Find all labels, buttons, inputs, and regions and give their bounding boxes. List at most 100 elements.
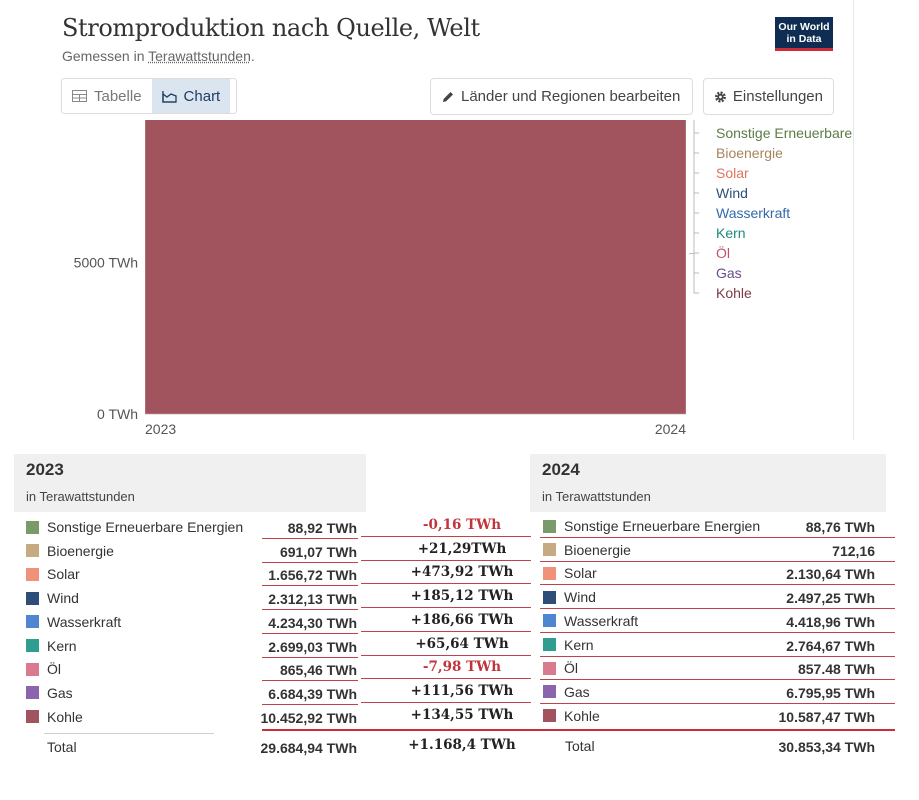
edit-regions-button[interactable]: Länder und Regionen bearbeiten (430, 78, 693, 115)
view-tabs: Tabelle Chart (61, 78, 237, 114)
row-2024: Sonstige Erneuerbare Energien (543, 515, 760, 537)
value-2024: 2.130,64 TWh (786, 566, 875, 583)
row-2024: Gas (543, 681, 590, 703)
color-swatch (543, 685, 556, 699)
legend-connector (693, 120, 699, 234)
legend-label: Sonstige Erneuerbare (716, 125, 852, 141)
source-label: Kohle (47, 708, 83, 725)
legend-connector (693, 120, 699, 154)
row-separator-2023 (262, 609, 358, 611)
logo-line1: Our World (778, 21, 830, 33)
row-separator-2024 (540, 679, 895, 681)
chart-icon (161, 90, 177, 103)
row-separator-2023 (262, 561, 358, 563)
row-separator-2023 (262, 585, 358, 587)
owid-logo[interactable]: Our World in Data (775, 17, 833, 51)
color-swatch (26, 639, 39, 652)
legend-label: Gas (716, 265, 742, 281)
row-separator-2024 (540, 560, 895, 562)
source-label: Öl (47, 661, 61, 678)
legend-label: Kern (716, 225, 746, 241)
row-2024: Wasserkraft (543, 610, 638, 632)
tab-table-label: Tabelle (94, 87, 142, 105)
value-2024: 10.587,47 TWh (778, 708, 876, 725)
source-label: Solar (564, 565, 597, 582)
row-separator-delta (361, 559, 531, 561)
value-2024: 857.48 TWh (797, 661, 875, 678)
row-separator-delta (361, 701, 531, 703)
source-label: Solar (47, 566, 80, 583)
row-2024: Kern (543, 634, 594, 656)
settings-button[interactable]: Einstellungen (703, 78, 834, 115)
delta-value: +185,12 TWh (410, 588, 514, 605)
legend-label: Öl (716, 244, 730, 261)
row-2023: Bioenergie (26, 540, 114, 562)
color-swatch (26, 615, 39, 629)
y-tick-label: 0 TWh (97, 406, 138, 422)
value-2024: 2.764,67 TWh (786, 637, 875, 654)
legend-connector (689, 253, 699, 294)
color-swatch (543, 566, 556, 580)
row-separator-2023 (262, 680, 358, 682)
value-2024: 2.497,25 TWh (786, 590, 875, 607)
color-swatch (543, 543, 556, 557)
total-2023: 29.684,94 TWh (260, 740, 358, 756)
color-swatch (26, 567, 39, 581)
value-2023: 865,46 TWh (279, 662, 357, 679)
row-separator-delta (361, 536, 531, 537)
subtitle-suffix: . (250, 48, 255, 64)
row-separator-2023 (262, 703, 358, 705)
color-swatch (26, 710, 39, 724)
row-separator-2023 (262, 538, 358, 539)
tab-table[interactable]: Tabelle (62, 79, 152, 113)
source-label: Wasserkraft (564, 612, 639, 629)
delta-value: +473,92 TWh (410, 564, 514, 581)
total-label-2023: Total (47, 739, 77, 755)
tab-chart[interactable]: Chart (151, 79, 231, 113)
total-delta: +1.168,4 TWh (408, 737, 516, 753)
table-header-2024: 2024 in Terawattstunden (530, 454, 886, 512)
value-2023: 4.234,30 TWh (268, 614, 357, 631)
color-swatch (543, 638, 556, 651)
row-separator-delta (361, 630, 531, 632)
row-separator-delta (361, 678, 531, 680)
row-separator-delta (361, 654, 531, 656)
value-2023: 691,07 TWh (279, 543, 357, 560)
chart-title: Stromproduktion nach Quelle, Welt (62, 14, 480, 42)
value-2024: 4.418,96 TWh (786, 613, 875, 630)
delta-value: -7,98 TWh (422, 659, 502, 676)
color-swatch (26, 544, 39, 558)
pencil-icon (443, 91, 453, 102)
unit-2023: in Terawattstunden (26, 489, 135, 504)
chart-subtitle: Gemessen in Terawattstunden. (62, 48, 255, 64)
panel-divider (853, 0, 854, 440)
row-separator-delta (361, 583, 531, 585)
row-2024: Bioenergie (543, 539, 631, 561)
row-separator-2024 (540, 702, 895, 704)
delta-value: +111,56 TWh (410, 682, 514, 699)
legend-label: Kohle (716, 285, 752, 301)
source-label: Kohle (564, 707, 600, 724)
value-2024: 88,76 TWh (805, 519, 875, 535)
value-2023: 2.312,13 TWh (268, 591, 357, 608)
legend-connector (693, 120, 699, 214)
source-label: Bioenergie (564, 541, 631, 558)
legend-connector (693, 120, 699, 134)
color-swatch (26, 520, 39, 534)
row-2023: Kohle (26, 706, 83, 728)
color-swatch (543, 661, 556, 675)
total-2024: 30.853,34 TWh (778, 739, 876, 755)
row-2023: Gas (26, 682, 73, 704)
row-2024: Öl (543, 657, 578, 679)
row-2023: Kern (26, 635, 77, 657)
row-separator-delta (361, 607, 531, 609)
value-2023: 1.656,72 TWh (268, 567, 357, 584)
tab-chart-label: Chart (183, 87, 221, 105)
legend-label: Bioenergie (716, 145, 783, 161)
source-label: Gas (564, 683, 590, 700)
delta-value: +21,29TWh (417, 540, 507, 557)
unit-link[interactable]: Terawattstunden (148, 48, 251, 64)
legend-connector (693, 120, 699, 254)
y-tick-label: 5000 TWh (74, 255, 138, 271)
